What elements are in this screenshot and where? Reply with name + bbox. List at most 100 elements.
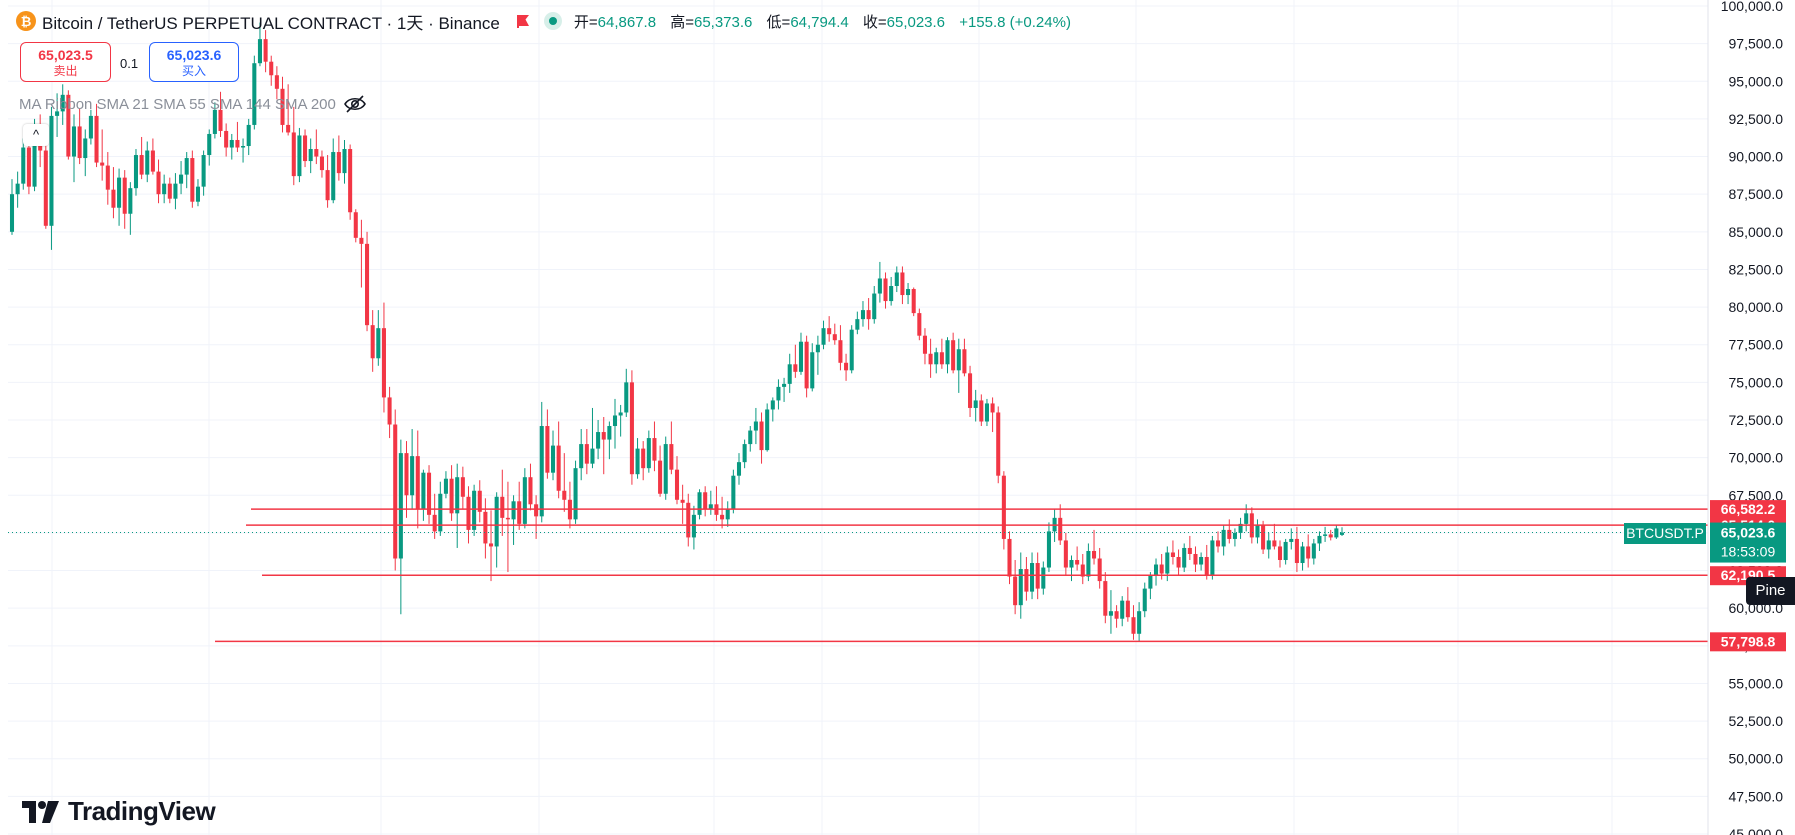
price-line-marker <box>1710 500 1786 520</box>
sell-button[interactable]: 65,023.5 卖出 <box>20 42 111 82</box>
candle-body <box>1013 576 1018 606</box>
candle-body <box>1125 600 1130 618</box>
candle-body <box>1170 552 1175 557</box>
buy-button[interactable]: 65,023.6 买入 <box>149 42 239 82</box>
candle-body <box>269 61 274 76</box>
high-label: 高= <box>670 13 694 31</box>
candle-body <box>877 278 882 294</box>
candle-body <box>590 448 595 464</box>
indicator-legend[interactable]: MA Ribbon SMA 21 SMA 55 SMA 144 SMA 200 <box>19 96 336 113</box>
candle-body <box>1018 569 1023 606</box>
pine-button[interactable]: Pine <box>1746 577 1795 605</box>
candle-body <box>303 135 308 162</box>
candle-body <box>105 165 110 190</box>
symbol-tag: BTCUSDT.P <box>1624 523 1706 544</box>
candle-body <box>432 514 437 532</box>
candle-body <box>844 362 849 371</box>
candle-body <box>894 272 899 287</box>
candle-body <box>331 152 336 201</box>
candle-body <box>488 543 494 547</box>
candle-body <box>945 340 950 365</box>
candle-body <box>1120 600 1125 619</box>
high-value: 65,373.6 <box>693 13 753 31</box>
candle-body <box>308 149 313 162</box>
candle-body <box>517 501 522 524</box>
close-value: 65,023.6 <box>886 13 946 31</box>
candle-body <box>776 386 781 401</box>
candle-body <box>1266 540 1271 550</box>
candle-body <box>573 468 578 520</box>
candle-body <box>663 444 668 494</box>
candle-body <box>460 477 465 497</box>
last-price-label: 65,023.6 <box>1721 525 1776 541</box>
candle-body <box>646 438 651 469</box>
candle-body <box>353 212 358 238</box>
low-label: 低= <box>766 13 791 31</box>
candle-body <box>562 490 567 500</box>
y-tick-label: 50,000.0 <box>1729 751 1784 767</box>
candle-body <box>111 189 116 208</box>
candle-body <box>934 352 939 365</box>
candle-body <box>100 162 105 166</box>
price-line-marker <box>1710 632 1786 652</box>
candle-body <box>742 444 747 463</box>
candle-body <box>793 364 798 372</box>
candle-body <box>556 445 561 491</box>
candle-body <box>66 94 71 157</box>
candle-body <box>83 138 88 159</box>
price-markers: 66,582.265,514.062,190.557,798.865,023.6… <box>1710 500 1786 652</box>
flag-icon[interactable] <box>516 14 530 28</box>
candle-body <box>584 444 589 464</box>
candle-body <box>207 133 212 156</box>
candle-body <box>1001 475 1006 539</box>
y-tick-label: 52,500.0 <box>1729 713 1784 729</box>
candle-body <box>1204 556 1209 576</box>
candle-body <box>348 149 353 213</box>
candle-body <box>550 445 556 473</box>
candle-body <box>466 496 471 530</box>
candle-body <box>759 421 764 451</box>
candle-body <box>787 364 792 384</box>
candle-body <box>505 517 510 520</box>
candle-body <box>252 63 257 125</box>
price-axis[interactable]: 45,000.0 47,500.0 50,000.0 52,500.0 55,000.0… <box>1707 0 1784 835</box>
symbol-title[interactable]: Bitcoin / TetherUS PERPETUAL CONTRACT · … <box>42 13 500 33</box>
collapse-legend-button[interactable]: ^ <box>23 124 49 146</box>
candle-body <box>455 477 460 514</box>
candle-body <box>765 409 770 451</box>
candle-body <box>319 156 324 171</box>
grid <box>8 0 1708 835</box>
candle-body <box>263 39 268 62</box>
candle-body <box>798 341 804 372</box>
candle-body <box>680 499 685 503</box>
candle-body <box>1221 529 1226 547</box>
candle-body <box>855 319 860 330</box>
candle-body <box>1227 529 1232 539</box>
candle-body <box>1323 534 1328 536</box>
candle-body <box>370 325 375 359</box>
candle-body <box>184 158 189 175</box>
candle-body <box>883 278 888 302</box>
candle-body <box>951 340 956 371</box>
candle-body <box>1238 523 1243 533</box>
candle-body <box>1153 564 1159 576</box>
candle-body <box>669 444 674 470</box>
candle-body <box>827 328 832 335</box>
candle-body <box>21 147 26 184</box>
candle-body <box>483 511 488 544</box>
candle-body <box>641 448 646 469</box>
candle-body <box>990 403 995 413</box>
sell-price: 65,023.5 <box>38 47 93 63</box>
candle-body <box>229 139 234 148</box>
candle-body <box>1289 538 1294 542</box>
eye-hidden-icon[interactable] <box>343 94 367 114</box>
horizontal-lines[interactable] <box>8 508 1708 643</box>
candle-body <box>156 171 161 195</box>
chart-header: ₿ Bitcoin / TetherUS PERPETUAL CONTRACT … <box>16 8 1071 34</box>
tradingview-logo[interactable]: TradingView <box>22 796 216 827</box>
buy-price: 65,023.6 <box>166 47 222 63</box>
candle-body <box>545 426 550 473</box>
candle-body <box>438 493 443 532</box>
candle-body <box>365 243 370 326</box>
